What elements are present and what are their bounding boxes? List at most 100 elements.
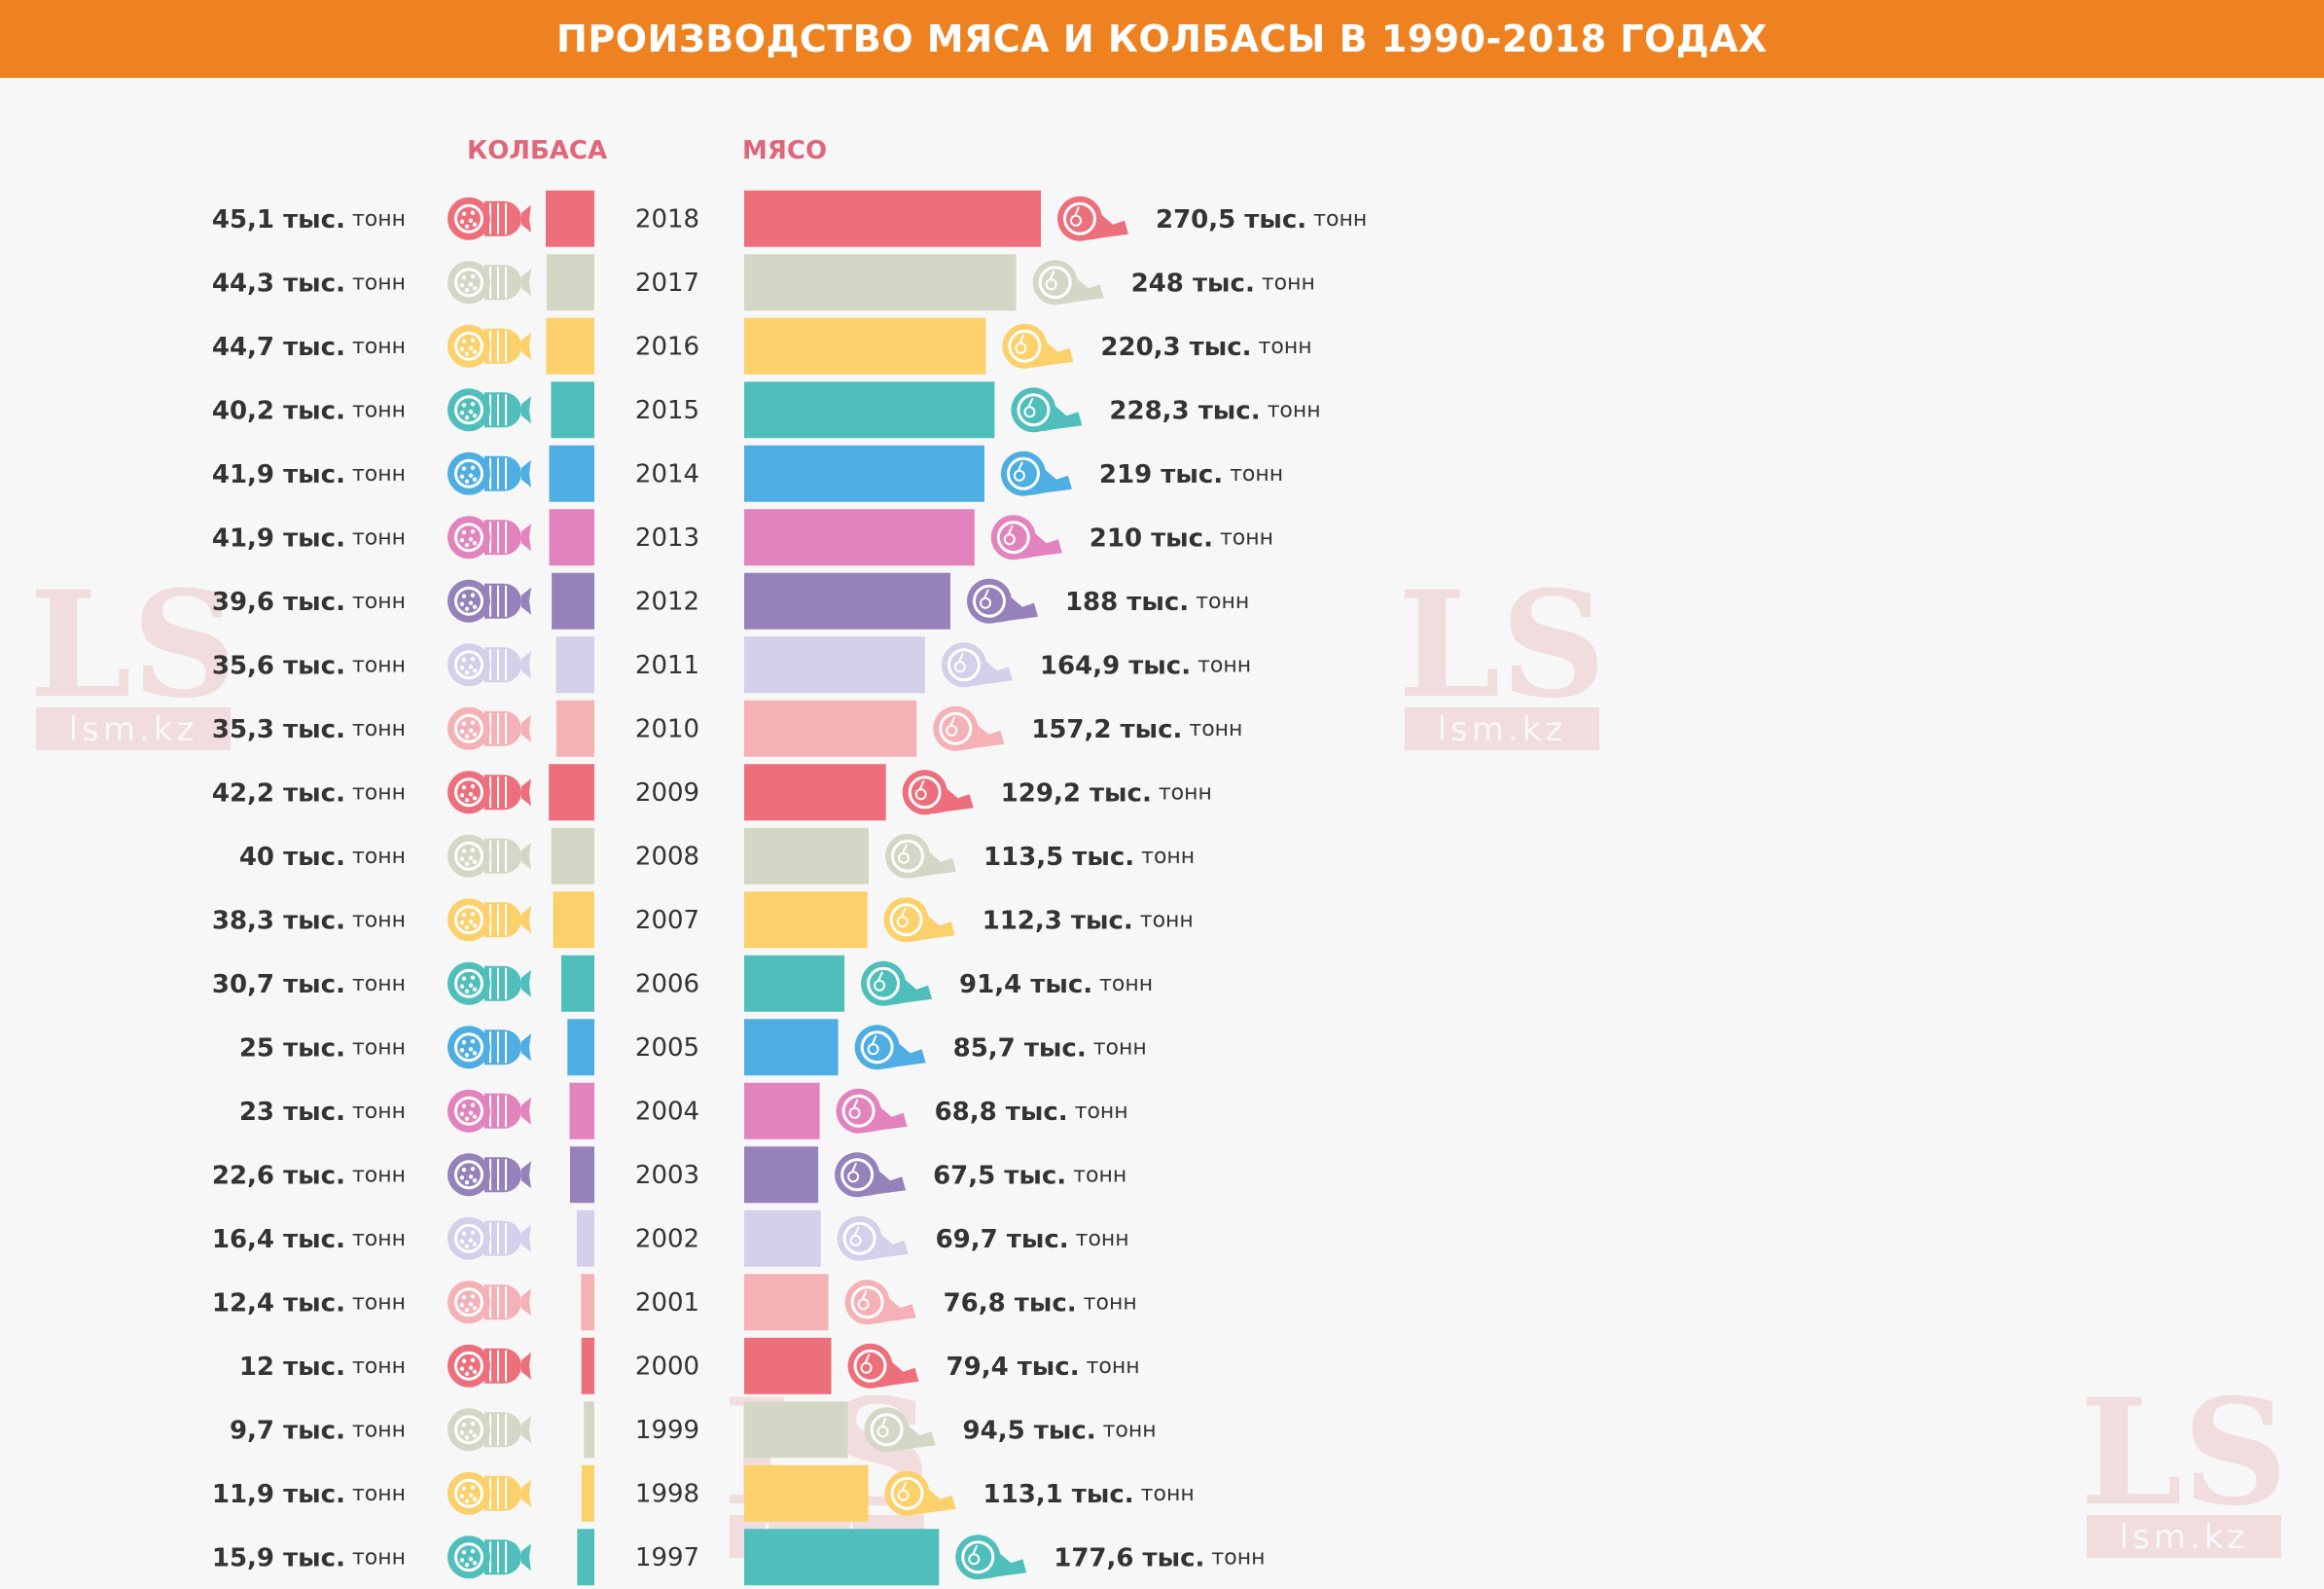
year-label: 2009	[635, 778, 699, 808]
meat-value-label: 94,5 тыс. тонн	[963, 1416, 1157, 1445]
ham-icon	[955, 1535, 1027, 1580]
sausage-icon	[447, 771, 531, 814]
sausage-bar	[546, 254, 594, 311]
meat-bar	[744, 509, 975, 566]
meat-value-label: 210 тыс. тонн	[1090, 524, 1273, 553]
watermark-strip	[1405, 707, 1599, 750]
sausage-bar	[555, 636, 594, 694]
ham-icon	[883, 897, 955, 943]
sausage-icon	[447, 261, 531, 305]
ham-icon	[990, 515, 1062, 560]
ham-icon	[835, 1152, 907, 1198]
meat-value-label: 129,2 тыс. тонн	[1001, 778, 1212, 808]
meat-value-label: 67,5 тыс. тонн	[933, 1161, 1126, 1190]
sausage-bar	[549, 764, 594, 821]
sausage-bar	[584, 1401, 594, 1459]
year-label: 2004	[635, 1097, 699, 1126]
sausage-value-label: 15,9 тыс. тонн	[212, 1543, 406, 1572]
sausage-icon	[447, 1281, 531, 1324]
year-label: 2008	[635, 842, 699, 871]
sausage-icon	[447, 451, 531, 495]
sausage-bar	[551, 827, 594, 885]
meat-value-label: 112,3 тыс. тонн	[983, 906, 1194, 935]
meat-value-label: 177,6 тыс. тонн	[1054, 1543, 1265, 1572]
meat-value-label: 68,8 тыс. тонн	[935, 1097, 1128, 1126]
sausage-bar	[552, 572, 594, 630]
sausage-icon	[447, 197, 531, 240]
ham-icon	[966, 578, 1038, 624]
ham-icon	[941, 642, 1013, 688]
meat-bar	[744, 827, 869, 885]
year-label: 2002	[635, 1224, 699, 1253]
sausage-bar	[546, 317, 594, 375]
meat-bar	[744, 190, 1041, 247]
meat-bar	[744, 1337, 832, 1394]
watermark-logo: LS	[1398, 560, 1606, 731]
sausage-icon	[447, 1344, 531, 1388]
ham-icon	[884, 1470, 956, 1516]
sausage-icon	[447, 1153, 531, 1197]
meat-bar	[744, 381, 995, 439]
sausage-value-label: 25 тыс. тонн	[239, 1033, 406, 1063]
year-label: 2016	[635, 332, 699, 361]
sausage-icon	[447, 961, 531, 1005]
ham-icon	[844, 1280, 916, 1325]
watermark-site: lsm.kz	[2120, 1518, 2249, 1557]
sausage-icon	[447, 834, 531, 878]
meat-value-label: 157,2 тыс. тонн	[1031, 714, 1242, 743]
sausage-bar	[577, 1529, 594, 1586]
sausage-icon	[447, 643, 531, 687]
sausage-value-label: 16,4 тыс. тонн	[212, 1224, 406, 1253]
sausage-value-label: 40,2 тыс. тонн	[212, 396, 406, 425]
watermark-logo: LS	[29, 560, 237, 731]
sausage-bar	[576, 1210, 594, 1267]
year-label: 2005	[635, 1033, 699, 1063]
meat-value-label: 164,9 тыс. тонн	[1040, 651, 1251, 680]
ham-icon	[864, 1407, 936, 1453]
meat-bar	[744, 1210, 821, 1267]
meat-value-label: 69,7 тыс. тонн	[936, 1224, 1129, 1253]
meat-value-label: 91,4 тыс. тонн	[959, 969, 1153, 998]
year-label: 2010	[635, 714, 699, 743]
watermark-site: lsm.kz	[69, 710, 198, 749]
sausage-icon	[447, 1535, 531, 1579]
sausage-icon	[447, 516, 531, 560]
year-label: 2000	[635, 1352, 699, 1381]
sausage-value-label: 44,3 тыс. тонн	[212, 269, 406, 298]
ham-icon	[884, 833, 956, 879]
sausage-icon	[447, 579, 531, 623]
year-label: 2011	[635, 651, 699, 680]
meat-bar	[744, 891, 868, 949]
sausage-value-label: 11,9 тыс. тонн	[212, 1479, 406, 1508]
meat-value-label: 113,5 тыс. тонн	[983, 842, 1195, 871]
year-label: 1997	[635, 1543, 699, 1572]
meat-bar	[744, 445, 984, 502]
meat-bar	[744, 572, 950, 630]
sausage-icon	[447, 898, 531, 942]
meat-bar	[744, 1401, 848, 1459]
ham-icon	[847, 1343, 919, 1389]
sausage-icon	[447, 706, 531, 750]
sausage-value-label: 23 тыс. тонн	[239, 1097, 406, 1126]
sausage-value-label: 42,2 тыс. тонн	[212, 778, 406, 808]
year-label: 2017	[635, 269, 699, 298]
meat-bar	[744, 317, 986, 375]
sausage-value-label: 45,1 тыс. тонн	[212, 204, 406, 234]
sausage-value-label: 39,6 тыс. тонн	[212, 587, 406, 616]
meat-bar	[744, 700, 917, 757]
meat-bar	[744, 1529, 940, 1586]
meat-value-label: 220,3 тыс. тонн	[1100, 332, 1311, 361]
meat-value-label: 76,8 тыс. тонн	[944, 1288, 1137, 1318]
chart-title: ПРОИЗВОДСТВО МЯСА И КОЛБАСЫ В 1990-2018 …	[556, 18, 1768, 60]
watermark-strip	[2087, 1515, 2281, 1558]
ham-icon	[902, 770, 974, 815]
sausage-value-label: 35,6 тыс. тонн	[212, 651, 406, 680]
sausage-icon	[447, 1026, 531, 1069]
meat-bar	[744, 1146, 819, 1204]
year-label: 1998	[635, 1479, 699, 1508]
sausage-bar	[569, 1082, 594, 1139]
ham-icon	[1032, 260, 1104, 306]
